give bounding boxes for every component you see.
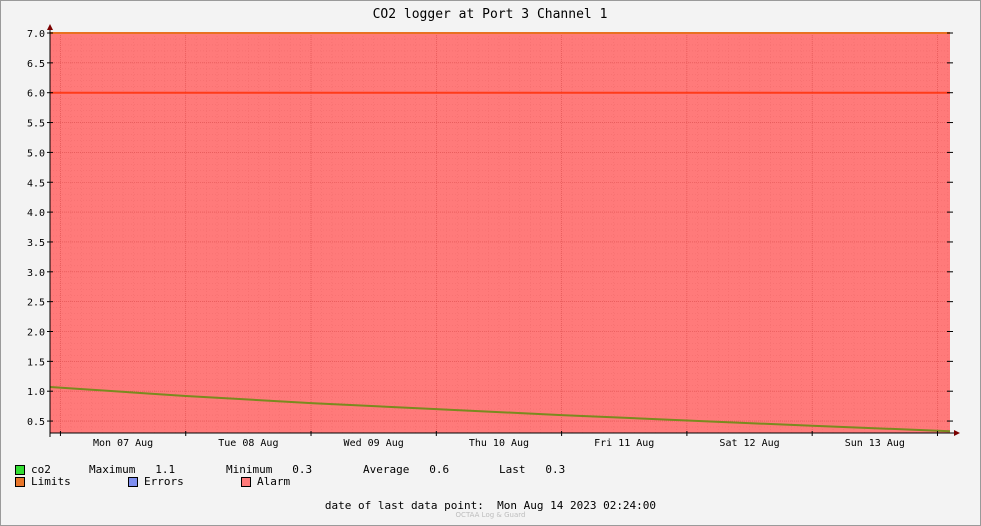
y-tick-label: 4.5	[27, 178, 45, 189]
alarm-swatch	[241, 476, 251, 487]
legend-label-co2: co2	[31, 463, 51, 476]
last-data-point-text: date of last data point: Mon Aug 14 2023…	[324, 499, 657, 512]
x-tick-label: Wed 09 Aug	[344, 438, 404, 449]
y-tick-label: 6.0	[27, 89, 45, 100]
y-tick-label: 4.0	[27, 208, 45, 219]
y-tick-label: 5.0	[27, 148, 45, 159]
y-tick-label: 5.5	[27, 119, 45, 130]
legend-label-limits: Limits	[31, 475, 71, 488]
y-tick-label: 3.5	[27, 238, 45, 249]
series-line-co2	[49, 386, 951, 433]
legend-row-limits: Limits Errors Alarm	[15, 475, 290, 488]
x-axis-arrow	[954, 430, 960, 436]
co2-swatch	[15, 464, 25, 475]
x-tick-label: Tue 08 Aug	[218, 438, 278, 449]
stat-average: Average 0.6	[363, 463, 450, 476]
stat-last: Last 0.3	[499, 463, 566, 476]
stat-minimum: Minimum 0.3	[226, 463, 313, 476]
stat-maximum: Maximum 1.1	[89, 463, 176, 476]
alarm-band	[50, 33, 950, 433]
y-tick-label: 0.5	[27, 417, 45, 428]
y-tick-label: 2.0	[27, 328, 45, 339]
y-tick-label: 1.0	[27, 387, 45, 398]
x-tick-label: Sat 12 Aug	[719, 438, 779, 449]
y-tick-label: 6.5	[27, 59, 45, 70]
x-tick-label: Fri 11 Aug	[594, 438, 654, 449]
watermark-text: OCTAA Log & Guard	[455, 511, 526, 519]
legend-label-errors: Errors	[144, 475, 184, 488]
x-tick-label: Thu 10 Aug	[469, 438, 529, 449]
legend-row-co2: co2 Maximum 1.1 Minimum 0.3 Average 0.6 …	[15, 463, 565, 476]
legend-label-alarm: Alarm	[257, 475, 291, 488]
errors-swatch	[128, 476, 138, 487]
limits-swatch	[15, 476, 25, 487]
chart-title: CO2 logger at Port 3 Channel 1	[373, 7, 608, 22]
x-tick-label: Sun 13 Aug	[845, 438, 905, 449]
y-tick-label: 1.5	[27, 357, 45, 368]
y-tick-label: 3.0	[27, 268, 45, 279]
y-tick-label: 2.5	[27, 298, 45, 309]
y-tick-label: 7.0	[27, 29, 45, 40]
y-axis-arrow	[47, 24, 53, 30]
x-tick-label: Mon 07 Aug	[93, 438, 153, 449]
